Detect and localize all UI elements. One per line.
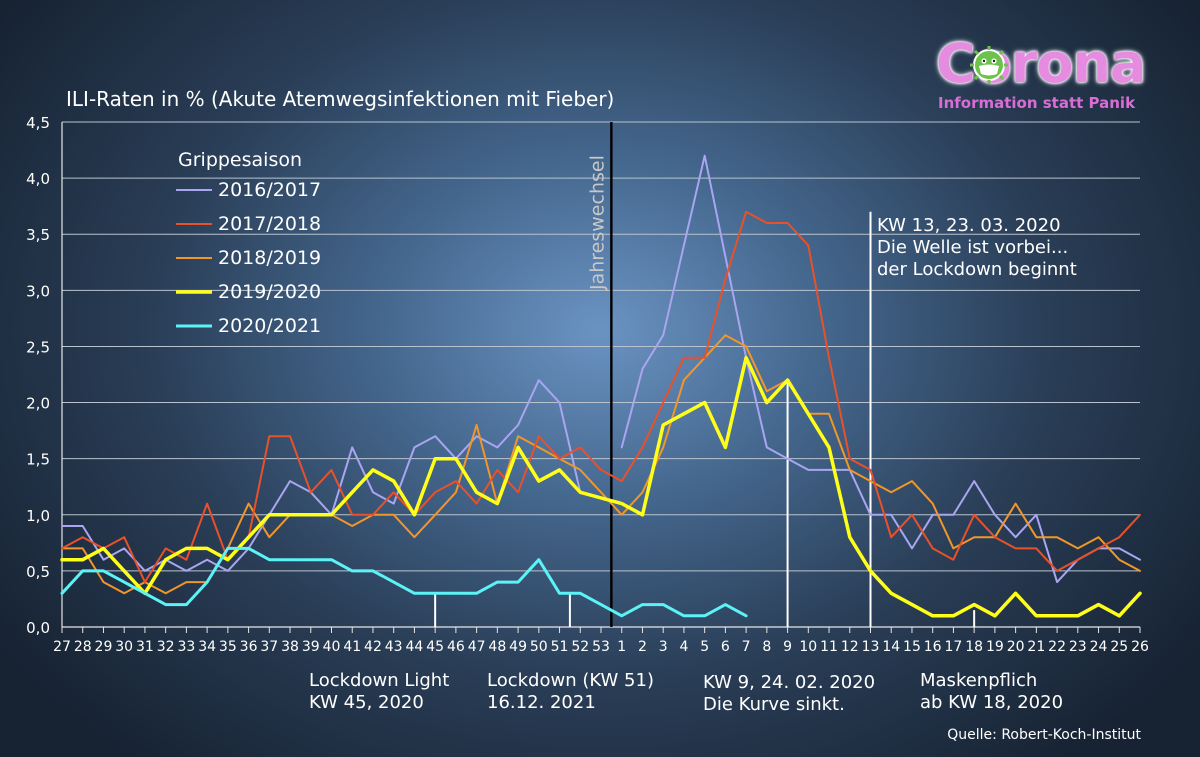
x-tick-label: 8	[762, 639, 771, 655]
x-tick-label: 10	[799, 639, 817, 655]
legend-title: Grippesaison	[178, 149, 302, 171]
x-tick-label: 24	[1090, 639, 1108, 655]
x-tick-label: 11	[820, 639, 838, 655]
x-tick-label: 16	[924, 639, 942, 655]
virus-mask-icon	[970, 46, 1008, 84]
x-tick-label: 42	[364, 639, 382, 655]
legend: Grippesaison 2016/2017 2017/2018 2018/2019…	[176, 149, 321, 337]
x-tick-label: 40	[323, 639, 341, 655]
x-tick-label: 12	[841, 639, 859, 655]
x-tick-label: 1	[617, 639, 626, 655]
x-tick-label: 19	[986, 639, 1004, 655]
x-tick-label: 13	[862, 639, 880, 655]
y-tick-label: 0,5	[26, 563, 50, 581]
x-tick-label: 52	[571, 639, 589, 655]
legend-label: 2020/2021	[218, 315, 321, 337]
x-tick-label: 50	[530, 639, 548, 655]
x-tick-label: 25	[1110, 639, 1128, 655]
x-tick-label: 22	[1048, 639, 1066, 655]
x-tick-label: 46	[447, 639, 465, 655]
jahreswechsel-label: Jahreswechsel	[586, 155, 608, 291]
y-tick-label: 3,5	[26, 226, 50, 244]
annotation-text: Die Kurve sinkt.	[703, 694, 845, 715]
x-tick-label: 26	[1131, 639, 1149, 655]
x-tick-label: 17	[945, 639, 963, 655]
x-tick-label: 51	[551, 639, 569, 655]
y-tick-label: 2,5	[26, 338, 50, 356]
x-tick-label: 38	[281, 639, 299, 655]
x-tick-label: 9	[783, 639, 792, 655]
x-tick-label: 39	[302, 639, 320, 655]
annotation-text: Maskenpflich	[920, 670, 1037, 691]
y-tick-label: 4,0	[26, 170, 50, 188]
annotation-text: KW 9, 24. 02. 2020	[703, 672, 875, 693]
x-tick-label: 36	[240, 639, 258, 655]
x-tick-label: 37	[260, 639, 278, 655]
legend-label: 2017/2018	[218, 213, 321, 235]
y-axis: 0,0 0,5 1,0 1,5 2,0 2,5 3,0 3,5 4,0 4,5	[26, 114, 50, 637]
x-tick-label: 27	[53, 639, 71, 655]
x-tick-label: 20	[1007, 639, 1025, 655]
x-tick-label: 5	[700, 639, 709, 655]
series-lines	[60, 154, 1142, 618]
legend-label: 2019/2020	[218, 281, 321, 303]
grid-lines	[61, 121, 1140, 628]
y-tick-label: 2,0	[26, 395, 50, 413]
legend-label: 2016/2017	[218, 179, 321, 201]
annotation-text: der Lockdown beginnt	[877, 259, 1077, 280]
x-tick-label: 53	[592, 639, 610, 655]
x-axis: 27 28 29 30 31 32 33 34 35 36 37 38 39 40 41 42 43 44 45 46…	[53, 627, 1149, 655]
x-tick-label: 35	[219, 639, 237, 655]
x-tick-label: 4	[679, 639, 688, 655]
series-line-2020-2021	[60, 546, 748, 618]
legend-label: 2018/2019	[218, 247, 321, 269]
annotation-text: KW 45, 2020	[309, 692, 424, 713]
source-label: Quelle: Robert-Koch-Institut	[947, 727, 1141, 743]
x-tick-label: 34	[198, 639, 216, 655]
x-tick-label: 18	[965, 639, 983, 655]
x-tick-label: 14	[882, 639, 900, 655]
annotation-text: Lockdown (KW 51)	[487, 670, 654, 691]
x-tick-label: 3	[659, 639, 668, 655]
x-tick-label: 2	[638, 639, 647, 655]
x-tick-label: 41	[343, 639, 361, 655]
y-tick-label: 0,0	[26, 619, 50, 637]
y-tick-label: 1,0	[26, 507, 50, 525]
x-tick-label: 48	[488, 639, 506, 655]
x-tick-label: 47	[468, 639, 486, 655]
logo-wordmark: Corona	[936, 32, 1146, 95]
x-tick-label: 23	[1069, 639, 1087, 655]
x-tick-label: 30	[115, 639, 133, 655]
series-line-2019-2020	[60, 355, 1142, 618]
x-tick-label: 49	[509, 639, 527, 655]
x-tick-label: 32	[157, 639, 175, 655]
annotation-text: 16.12. 2021	[487, 692, 596, 713]
y-tick-label: 3,0	[26, 282, 50, 300]
logo-tagline: Information statt Panik	[938, 94, 1136, 112]
x-tick-label: 44	[406, 639, 424, 655]
series-line-2016-2017	[61, 154, 1141, 584]
x-tick-label: 45	[426, 639, 444, 655]
annotation-text: KW 13, 23. 03. 2020	[877, 215, 1061, 236]
x-tick-label: 7	[742, 639, 751, 655]
chart-title: ILI-Raten in % (Akute Atemwegsinfektione…	[66, 87, 614, 111]
x-tick-label: 43	[385, 639, 403, 655]
annotation-text: Die Welle ist vorbei...	[877, 237, 1068, 258]
x-tick-label: 21	[1027, 639, 1045, 655]
x-tick-label: 6	[721, 639, 730, 655]
x-tick-label: 33	[177, 639, 195, 655]
x-tick-label: 28	[74, 639, 92, 655]
annotation-text: Lockdown Light	[309, 670, 449, 691]
x-tick-label: 29	[95, 639, 113, 655]
x-tick-label: 31	[136, 639, 154, 655]
annotation-lines	[434, 122, 976, 627]
annotation-text: ab KW 18, 2020	[920, 692, 1063, 713]
y-tick-label: 4,5	[26, 114, 50, 132]
x-tick-label: 15	[903, 639, 921, 655]
y-tick-label: 1,5	[26, 451, 50, 469]
